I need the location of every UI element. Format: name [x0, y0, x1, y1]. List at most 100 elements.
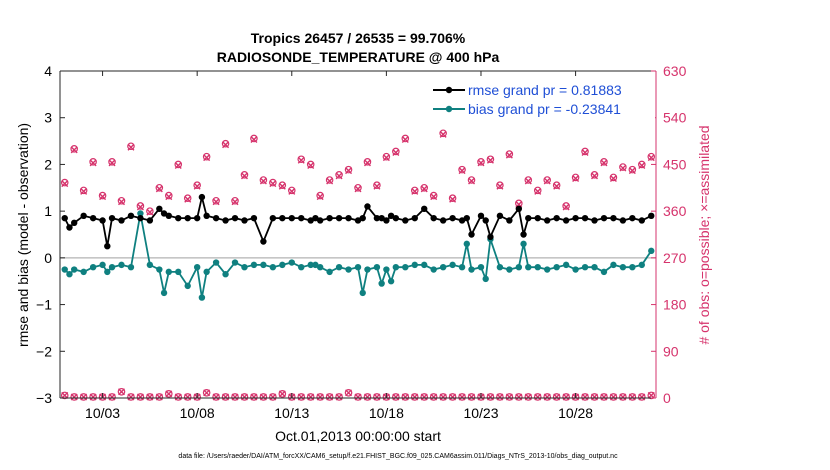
obs-possible-marker: [486, 155, 495, 164]
bias-point: [562, 261, 570, 269]
obs-assimilated-stroke: [297, 393, 305, 401]
obs-assimilated-marker: [117, 388, 125, 396]
obs-possible-marker: [543, 176, 552, 184]
obs-assimilated-stroke: [496, 182, 504, 190]
bias-point: [373, 264, 381, 271]
rmse-point: [260, 238, 267, 245]
obs-assimilated-stroke: [382, 154, 390, 162]
obs-assimilated-stroke: [373, 393, 381, 401]
obs-possible-marker: [628, 393, 637, 401]
obs-possible-marker: [600, 158, 608, 166]
obs-assimilated-marker: [638, 393, 646, 401]
obs-assimilated-stroke: [250, 393, 258, 401]
obs-assimilated-stroke: [638, 393, 646, 401]
obs-possible-marker: [146, 207, 154, 215]
obs-assimilated-stroke: [401, 393, 409, 401]
obs-assimilated-marker: [647, 391, 655, 399]
bias-point: [165, 268, 172, 276]
rmse-point: [198, 193, 206, 201]
obs-possible-marker: [448, 194, 457, 202]
bias-point: [354, 264, 362, 271]
obs-assimilated-stroke: [534, 187, 542, 195]
bias-point: [175, 268, 182, 276]
x-tick-label: 10/13: [274, 405, 309, 421]
obs-assimilated-marker: [108, 393, 116, 401]
bias-point: [108, 264, 116, 271]
obs-assimilated-marker: [193, 182, 201, 190]
y2-tick-label: 0: [663, 390, 671, 406]
bias-point: [222, 271, 229, 278]
rmse-point: [312, 214, 319, 222]
rmse-point: [430, 214, 437, 222]
bias-point: [619, 264, 627, 271]
obs-possible-marker: [221, 393, 230, 401]
obs-possible-marker: [581, 393, 589, 401]
obs-possible-marker: [410, 393, 419, 401]
bias-point: [378, 280, 385, 287]
obs-assimilated-stroke: [363, 393, 371, 401]
obs-assimilated-marker: [458, 393, 466, 401]
obs-assimilated-stroke: [155, 185, 163, 193]
rmse-point: [463, 214, 470, 222]
y2-axis-label: # of obs: o=possible; ×=assimilated: [696, 125, 712, 344]
obs-possible-marker: [240, 393, 249, 401]
bias-point: [468, 266, 475, 273]
obs-assimilated-stroke: [420, 185, 428, 193]
bias-point: [99, 261, 106, 269]
bias-point: [525, 264, 532, 271]
obs-assimilated-marker: [326, 393, 334, 401]
rmse-point: [269, 214, 277, 222]
obs-assimilated-stroke: [89, 393, 97, 401]
obs-assimilated-marker: [628, 393, 636, 401]
bias-point: [198, 294, 206, 301]
obs-possible-marker: [401, 393, 410, 401]
obs-assimilated-marker: [335, 393, 343, 401]
rmse-point: [515, 205, 523, 213]
rmse-point: [619, 217, 627, 224]
legend-rmse-marker: [445, 86, 453, 94]
obs-assimilated-marker: [553, 182, 561, 190]
obs-assimilated-marker: [259, 177, 267, 185]
obs-assimilated-marker: [165, 193, 173, 201]
rmse-point: [600, 214, 608, 222]
obs-possible-marker: [212, 393, 220, 401]
obs-possible-marker: [524, 176, 533, 184]
obs-assimilated-marker: [534, 187, 542, 195]
obs-assimilated-stroke: [259, 393, 267, 401]
obs-assimilated-marker: [420, 393, 428, 401]
obs-assimilated-stroke: [108, 159, 116, 167]
obs-possible-marker: [420, 183, 429, 192]
obs-possible-marker: [496, 181, 504, 189]
obs-possible-marker: [306, 160, 315, 169]
obs-assimilated-stroke: [354, 393, 362, 401]
obs-assimilated-stroke: [638, 161, 646, 169]
obs-possible-marker: [467, 176, 476, 184]
obs-assimilated-stroke: [250, 136, 258, 144]
obs-possible-marker: [533, 186, 542, 195]
obs-assimilated-marker: [184, 195, 192, 203]
obs-assimilated-marker: [250, 393, 258, 401]
obs-possible-marker: [335, 171, 343, 179]
obs-assimilated-stroke: [307, 161, 315, 169]
bias-point: [118, 261, 125, 269]
obs-assimilated-marker: [496, 393, 504, 401]
obs-assimilated-marker: [609, 174, 617, 182]
rmse-point: [354, 217, 362, 224]
obs-assimilated-stroke: [619, 393, 627, 401]
rmse-point: [506, 217, 513, 224]
y-tick-label: 3: [44, 110, 52, 126]
obs-possible-marker: [297, 155, 306, 164]
bias-point: [392, 264, 400, 271]
x-tick-label: 10/08: [180, 405, 215, 421]
obs-assimilated-marker: [70, 146, 78, 154]
obs-possible-marker: [486, 393, 495, 401]
x-tick-label: 10/18: [369, 405, 404, 421]
obs-assimilated-stroke: [392, 148, 400, 156]
obs-possible-marker: [316, 393, 324, 401]
rmse-point: [421, 205, 428, 213]
obs-assimilated-marker: [524, 177, 532, 185]
rmse-point: [359, 214, 366, 222]
rmse-point: [66, 224, 73, 231]
bias-point: [298, 264, 305, 271]
obs-possible-marker: [363, 393, 372, 401]
